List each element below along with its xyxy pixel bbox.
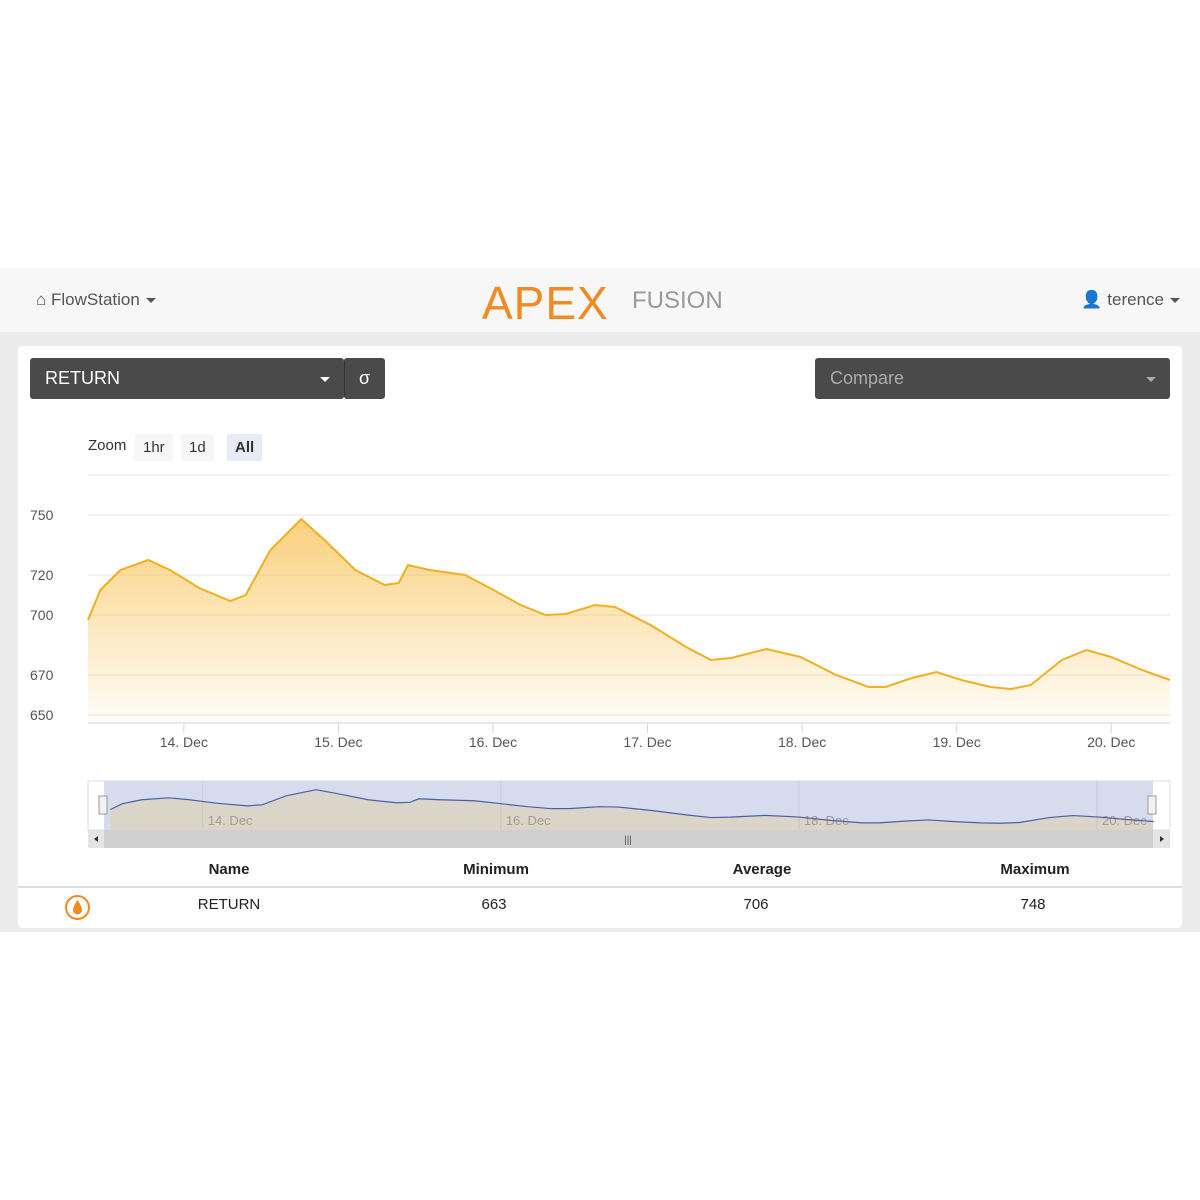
logo-sub: FUSION	[632, 287, 723, 314]
scroll-grip: |||	[624, 835, 632, 846]
scroll-arrow	[1160, 836, 1164, 842]
y-tick-label: 700	[30, 607, 54, 623]
series-select[interactable]: RETURN	[30, 358, 344, 399]
navigator-line	[110, 789, 1154, 824]
select-label: RETURN	[45, 368, 120, 388]
y-tick-label: 650	[30, 707, 54, 723]
area	[88, 519, 1170, 723]
navigator-tick-label: 20. Dec	[1102, 813, 1147, 828]
table-cell: 706	[743, 896, 769, 913]
scroll-arrow	[94, 836, 98, 842]
zoom-button[interactable]: All	[227, 434, 263, 461]
y-tick-label: 670	[30, 667, 54, 683]
table-cell: 748	[1020, 896, 1046, 913]
table-header: Name	[208, 861, 250, 878]
table-header: Maximum	[1000, 861, 1070, 878]
navigator-tick-label: 16. Dec	[506, 813, 551, 828]
navigator-handle[interactable]	[98, 795, 108, 815]
user-menu[interactable]: 👤 terence	[1081, 290, 1180, 310]
x-tick-label: 19. Dec	[933, 734, 981, 750]
x-tick-label: 14. Dec	[160, 734, 208, 750]
navigator-window[interactable]	[104, 781, 1153, 830]
line	[87, 517, 1171, 691]
navigator-handle[interactable]	[1147, 795, 1157, 815]
user-name: terence	[1107, 290, 1164, 309]
y-tick-label: 720	[30, 567, 54, 583]
zoom-button[interactable]: 1d	[181, 434, 214, 461]
table-header: Minimum	[463, 861, 529, 878]
y-tick-label: 750	[30, 507, 54, 523]
site-menu[interactable]: ⌂ FlowStation	[36, 290, 156, 310]
series-icon	[65, 895, 90, 920]
menu-label: FlowStation	[51, 290, 140, 309]
sigma-button[interactable]: σ	[344, 358, 385, 399]
navigator-tick-label: 14. Dec	[208, 813, 253, 828]
x-tick-label: 20. Dec	[1087, 734, 1135, 750]
zoom-button[interactable]: 1hr	[135, 434, 173, 461]
table-header: Average	[732, 861, 792, 878]
compare-label: Compare	[830, 368, 905, 388]
logo: APEX	[482, 277, 609, 329]
x-tick-label: 18. Dec	[778, 734, 826, 750]
compare-select[interactable]: Compare	[815, 358, 1170, 399]
navigator-area	[110, 789, 1154, 830]
chart: 650 670 700 720 750 14. Dec 15. Dec 16. Dec 17. …	[30, 474, 1171, 848]
table-cell: 663	[481, 896, 507, 913]
table-rule	[18, 886, 1182, 888]
table-cell: RETURN	[197, 896, 261, 913]
zoom-label: Zoom	[88, 437, 127, 454]
x-tick-label: 16. Dec	[469, 734, 517, 750]
x-tick-label: 15. Dec	[314, 734, 362, 750]
scrollbar-thumb[interactable]	[104, 830, 1153, 848]
x-tick-label: 17. Dec	[623, 734, 671, 750]
